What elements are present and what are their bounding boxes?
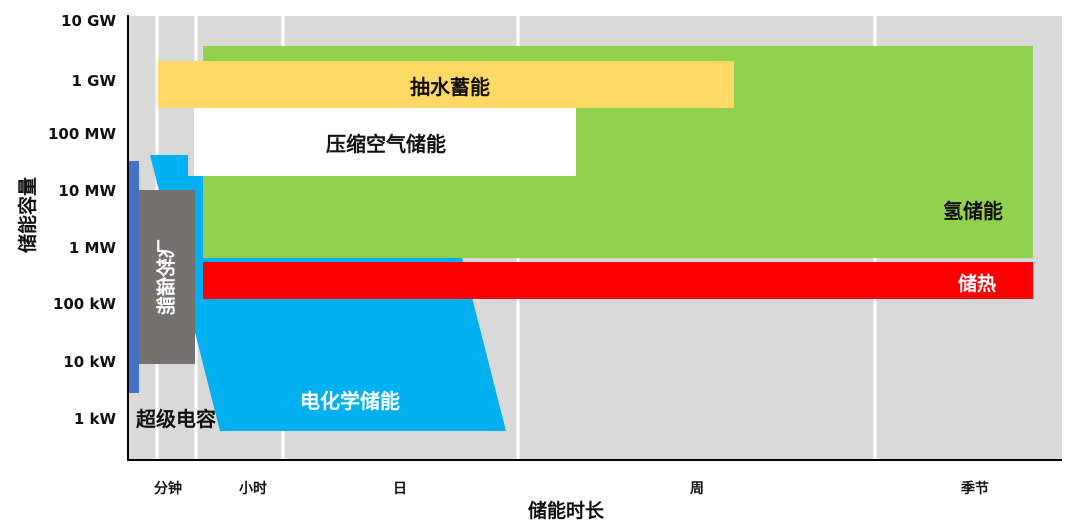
supercapacitor-label: 超级电容: [135, 407, 216, 431]
compressed-air-region: [194, 108, 576, 176]
y-tick-label: 100 kW: [53, 295, 117, 313]
y-tick-label: 1 kW: [74, 410, 117, 428]
flywheel-label: 飞轮储能: [155, 239, 178, 315]
y-tick-label: 1 MW: [69, 239, 117, 257]
hydrogen-label: 氢储能: [943, 199, 1003, 223]
y-tick-label: 10 MW: [58, 182, 116, 200]
y-tick-label: 1 GW: [71, 72, 116, 90]
compressed-air-label: 压缩空气储能: [326, 132, 446, 156]
pumped-hydro-label: 抽水蓄能: [410, 75, 490, 99]
x-tick-label: 周: [690, 481, 704, 497]
x-axis-ticks: 分钟 小时 日 周 季节: [154, 480, 989, 497]
y-axis-ticks: 10 GW 1 GW 100 MW 10 MW 1 MW 100 kW 10 k…: [48, 12, 116, 428]
x-tick-label: 分钟: [154, 480, 182, 497]
x-tick-label: 小时: [239, 480, 267, 497]
pumped-hydro-region: [158, 61, 734, 108]
x-tick-label: 日: [393, 481, 407, 497]
electrochemical-label: 电化学储能: [300, 389, 400, 413]
y-tick-label: 100 MW: [48, 125, 116, 143]
supercapacitor-region: [128, 161, 139, 393]
y-tick-label: 10 GW: [61, 12, 116, 30]
y-tick-label: 10 kW: [63, 353, 116, 371]
y-axis-title: 储能容量: [16, 177, 39, 253]
x-tick-label: 季节: [960, 480, 989, 497]
thermal-label: 储热: [958, 272, 996, 295]
flywheel-region: [139, 190, 195, 364]
thermal-region: [203, 262, 1033, 299]
x-axis-title: 储能时长: [528, 499, 605, 522]
